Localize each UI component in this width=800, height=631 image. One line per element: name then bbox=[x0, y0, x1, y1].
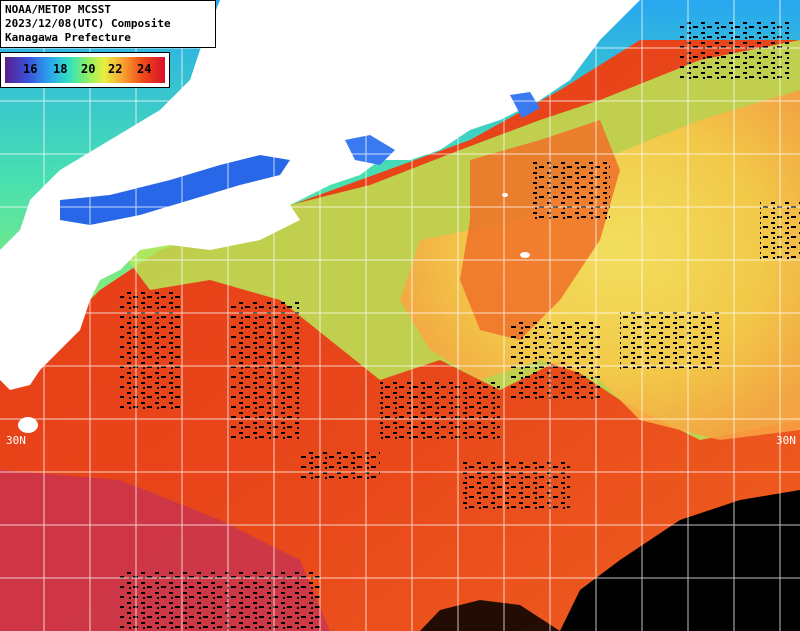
legend-tick-24: 24 bbox=[137, 62, 152, 76]
lat-label-right: 30N bbox=[776, 434, 796, 447]
title-line-1: NOAA/METOP MCSST bbox=[5, 3, 111, 16]
legend-tick-16: 16 bbox=[23, 62, 38, 76]
legend-tick-20: 20 bbox=[81, 62, 96, 76]
title-box: NOAA/METOP MCSST 2023/12/08(UTC) Composi… bbox=[0, 0, 216, 48]
legend-tick-18: 18 bbox=[53, 62, 68, 76]
title-line-2: 2023/12/08(UTC) Composite bbox=[5, 17, 171, 30]
temperature-legend: 16 18 20 22 24 bbox=[0, 52, 170, 88]
color-scale-bar bbox=[5, 57, 165, 83]
title-line-3: Kanagawa Prefecture bbox=[5, 31, 131, 44]
lon-label-top: 138E bbox=[318, 4, 331, 31]
legend-tick-22: 22 bbox=[108, 62, 123, 76]
lat-label-left: 30N bbox=[6, 434, 26, 447]
